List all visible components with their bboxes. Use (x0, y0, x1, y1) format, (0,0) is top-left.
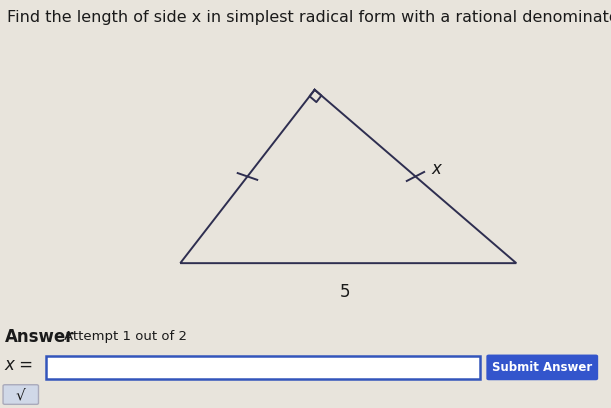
Text: √: √ (16, 387, 26, 402)
FancyBboxPatch shape (486, 355, 598, 380)
Text: 5: 5 (340, 283, 351, 301)
Text: Find the length of side x in simplest radical form with a rational denominator.: Find the length of side x in simplest ra… (7, 10, 611, 25)
Text: Attempt 1 out of 2: Attempt 1 out of 2 (64, 330, 187, 343)
FancyBboxPatch shape (46, 356, 480, 379)
Text: x =: x = (5, 356, 34, 374)
Text: Answer: Answer (5, 328, 75, 346)
Text: Submit Answer: Submit Answer (492, 361, 593, 374)
Text: x: x (432, 160, 442, 178)
FancyBboxPatch shape (3, 385, 38, 404)
